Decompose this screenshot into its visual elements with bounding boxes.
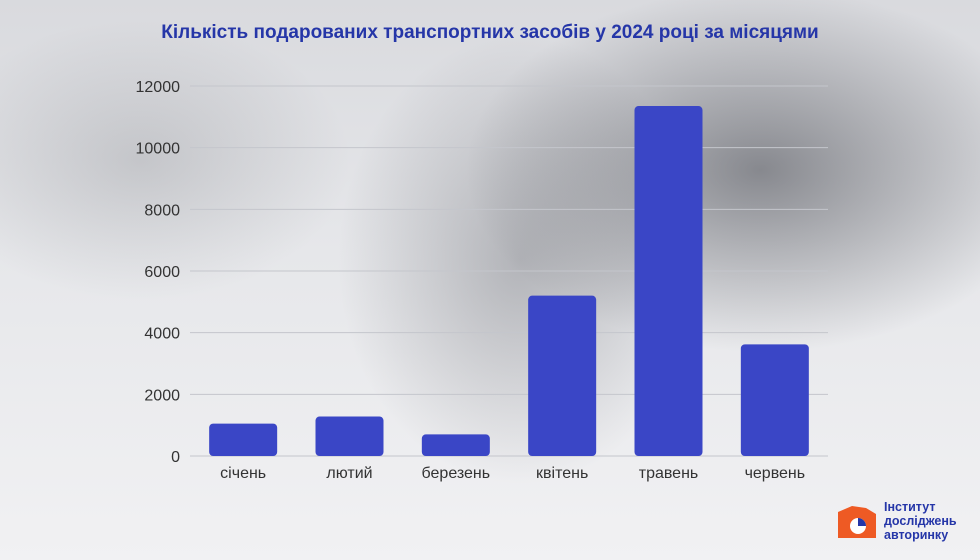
x-category-label: січень bbox=[220, 465, 266, 482]
logo-text: Інститут досліджень авторинку bbox=[884, 500, 957, 542]
logo-line-1: Інститут bbox=[884, 500, 936, 514]
bar-квітень bbox=[528, 295, 597, 456]
x-category-label: лютий bbox=[326, 465, 372, 482]
logo-line-2: досліджень bbox=[884, 514, 957, 528]
x-category-label: квітень bbox=[536, 465, 588, 482]
y-tick-label: 12000 bbox=[136, 79, 181, 96]
y-tick-label: 6000 bbox=[144, 264, 180, 281]
bar-січень bbox=[209, 423, 278, 456]
y-tick-label: 10000 bbox=[136, 141, 181, 158]
x-category-label: березень bbox=[422, 465, 491, 482]
bar-березень bbox=[421, 434, 490, 456]
institute-logo: Інститут досліджень авторинку bbox=[836, 500, 976, 546]
bar-травень bbox=[634, 106, 703, 457]
x-category-label: червень bbox=[745, 465, 806, 482]
bar-червень bbox=[740, 344, 809, 456]
x-category-label: травень bbox=[639, 465, 699, 482]
y-tick-label: 0 bbox=[171, 449, 180, 466]
chart-title: Кількість подарованих транспортних засоб… bbox=[161, 22, 819, 43]
logo-mark-icon bbox=[838, 506, 876, 538]
y-tick-label: 2000 bbox=[144, 387, 180, 404]
y-tick-label: 8000 bbox=[144, 202, 180, 219]
x-axis-labels: січень лютий березень квітень травень червень bbox=[220, 465, 805, 482]
bar-лютий bbox=[315, 416, 384, 456]
gridlines bbox=[190, 85, 828, 457]
logo-line-3: авторинку bbox=[884, 528, 949, 542]
bars bbox=[209, 106, 809, 457]
y-axis-ticks: 0 2000 4000 6000 8000 10000 12000 bbox=[136, 79, 181, 466]
y-tick-label: 4000 bbox=[144, 326, 180, 343]
